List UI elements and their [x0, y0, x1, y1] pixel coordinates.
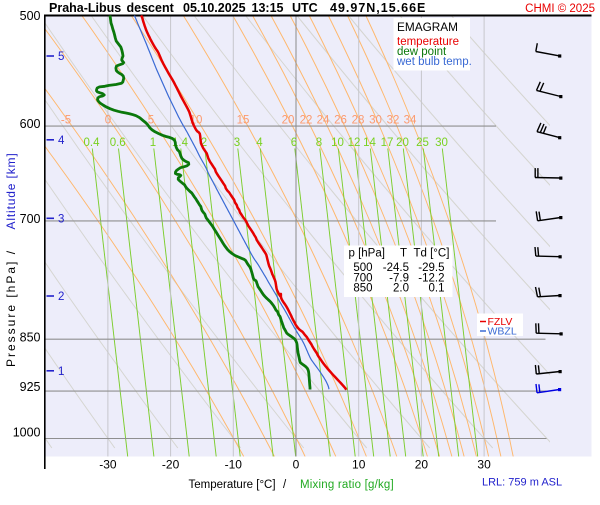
svg-text:UTC: UTC: [292, 1, 318, 15]
svg-text:12: 12: [348, 137, 361, 149]
svg-text:24: 24: [317, 115, 330, 127]
svg-text:17: 17: [381, 137, 394, 149]
svg-text:1: 1: [150, 137, 156, 149]
svg-text:8: 8: [316, 137, 322, 149]
svg-text:Td [°C]: Td [°C]: [414, 248, 450, 260]
svg-text:wet bulb temp.: wet bulb temp.: [396, 56, 472, 68]
svg-text:850: 850: [20, 330, 41, 344]
svg-text:25: 25: [416, 137, 429, 149]
svg-text:0.1: 0.1: [429, 283, 445, 295]
svg-text:T: T: [400, 248, 407, 260]
svg-text:14: 14: [363, 137, 376, 149]
svg-text:-30: -30: [99, 458, 117, 472]
svg-text:49.97N,15.66E: 49.97N,15.66E: [330, 1, 426, 15]
svg-text:descent: descent: [127, 1, 175, 15]
svg-text:10: 10: [331, 137, 344, 149]
svg-text:34: 34: [404, 115, 417, 127]
svg-text:-10: -10: [225, 458, 243, 472]
svg-text:Praha-Libus: Praha-Libus: [49, 1, 121, 15]
svg-text:700: 700: [20, 212, 41, 226]
svg-text:3: 3: [58, 213, 64, 225]
svg-text:0: 0: [293, 458, 300, 472]
svg-text:3: 3: [234, 137, 240, 149]
svg-text:-5: -5: [61, 115, 71, 127]
svg-text:925: 925: [20, 380, 41, 394]
svg-text:p [hPa]: p [hPa]: [349, 248, 385, 260]
svg-text:Altitude [km]: Altitude [km]: [4, 152, 18, 229]
svg-text:6: 6: [291, 137, 297, 149]
svg-text:20: 20: [396, 137, 409, 149]
svg-text:Pressure [hPa] /: Pressure [hPa] /: [4, 249, 18, 367]
svg-text:EMAGRAM: EMAGRAM: [397, 20, 458, 34]
svg-text:30: 30: [477, 458, 491, 472]
svg-text:32: 32: [387, 115, 400, 127]
svg-text:28: 28: [352, 115, 365, 127]
svg-text:1000: 1000: [13, 426, 41, 440]
svg-text:4: 4: [58, 135, 65, 147]
svg-text:10: 10: [352, 458, 366, 472]
svg-text:22: 22: [300, 115, 313, 127]
svg-text:500: 500: [20, 9, 41, 23]
svg-text:1: 1: [58, 366, 64, 378]
svg-text:0.6: 0.6: [110, 137, 126, 149]
svg-text:2.0: 2.0: [393, 283, 409, 295]
svg-text:Mixing ratio [g/kg]: Mixing ratio [g/kg]: [300, 479, 394, 491]
svg-text:0.4: 0.4: [84, 137, 101, 149]
svg-text:850: 850: [353, 283, 372, 295]
svg-text:4: 4: [256, 137, 263, 149]
svg-text:2: 2: [58, 291, 64, 303]
svg-text:13:15: 13:15: [252, 1, 284, 15]
svg-text:20: 20: [415, 458, 429, 472]
svg-text:30: 30: [369, 115, 382, 127]
svg-text:LRL: 759 m ASL: LRL: 759 m ASL: [482, 477, 562, 489]
svg-text:15: 15: [237, 115, 250, 127]
svg-text:Temperature [°C]: Temperature [°C]: [189, 479, 276, 491]
svg-text:-20: -20: [162, 458, 180, 472]
svg-text:600: 600: [20, 117, 41, 131]
svg-text:5: 5: [58, 51, 64, 63]
svg-text:CHMI © 2025: CHMI © 2025: [525, 3, 595, 15]
svg-text:20: 20: [282, 115, 295, 127]
svg-text:26: 26: [334, 115, 347, 127]
svg-text:0: 0: [105, 115, 111, 127]
svg-text:30: 30: [435, 137, 448, 149]
svg-text:WBZL: WBZL: [488, 326, 517, 338]
svg-text:05.10.2025: 05.10.2025: [183, 1, 246, 15]
